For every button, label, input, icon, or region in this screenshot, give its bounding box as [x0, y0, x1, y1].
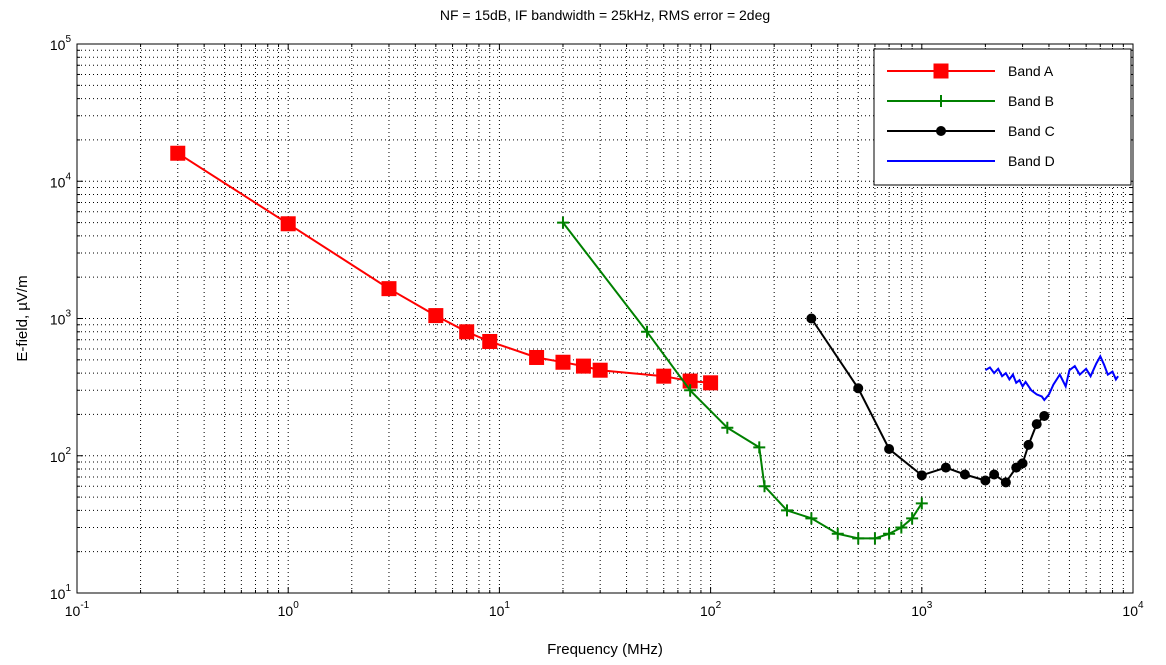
legend-label-band-d: Band D: [1008, 153, 1055, 169]
band-c-point: [916, 470, 927, 481]
band-a-point: [703, 375, 719, 391]
y-axis-label: E-field, µV/m: [14, 275, 31, 361]
legend-marker-band-b: [935, 95, 947, 107]
x-axis-label: Frequency (MHz): [547, 641, 663, 658]
band-c-line: [810, 317, 1046, 484]
band-b-point: [758, 480, 771, 493]
band-c-point: [1023, 439, 1034, 450]
band-a-point: [170, 145, 186, 161]
band-d-line: [984, 354, 1119, 402]
band-c-point: [980, 475, 991, 486]
band-a-point: [428, 308, 444, 324]
band-c-point: [959, 469, 970, 480]
band-c-point: [1039, 410, 1050, 421]
plot-series: [170, 145, 1119, 545]
x-tick-label: 10-1: [65, 600, 90, 619]
y-tick-label: 104: [50, 171, 72, 190]
y-tick-label: 102: [50, 446, 72, 465]
legend-label-band-b: Band B: [1008, 93, 1054, 109]
band-a-point: [555, 354, 571, 370]
band-c-point: [940, 462, 951, 473]
band-c-point: [853, 383, 864, 394]
band-b-point: [883, 527, 896, 540]
y-tick-label: 103: [50, 309, 72, 328]
legend: Band A Band B Band C Band D: [873, 48, 1132, 186]
band-b-line: [562, 221, 923, 540]
band-a-point: [280, 216, 296, 232]
band-b-point: [641, 325, 654, 338]
y-tick-label: 101: [50, 583, 72, 602]
series-band-a: [170, 145, 719, 391]
series-band-b: [556, 216, 928, 545]
axis-ticks: 10-1 100 101 102 103 104 101 102 103 104 105: [50, 34, 1144, 619]
band-b-point: [895, 521, 908, 534]
band-b-point: [915, 497, 928, 510]
x-tick-label: 100: [278, 600, 300, 619]
band-a-point: [529, 349, 545, 365]
x-tick-label: 103: [911, 600, 933, 619]
x-tick-label: 102: [700, 600, 722, 619]
band-c-point: [1000, 477, 1011, 488]
band-a-point: [482, 333, 498, 349]
band-c-point: [989, 469, 1000, 480]
band-b-point: [906, 512, 919, 525]
legend-marker-band-c: [936, 126, 946, 136]
band-b-point: [780, 504, 793, 517]
band-c-point: [1031, 419, 1042, 430]
band-b-point: [721, 421, 734, 434]
x-tick-label: 104: [1122, 600, 1144, 619]
x-tick-label: 101: [489, 600, 511, 619]
band-b-point: [753, 441, 766, 454]
band-b-point: [684, 384, 697, 397]
band-c-point: [884, 443, 895, 454]
band-a-point: [459, 324, 475, 340]
chart-title: NF = 15dB, IF bandwidth = 25kHz, RMS err…: [440, 7, 770, 23]
legend-label-band-a: Band A: [1008, 63, 1054, 79]
band-a-point: [575, 358, 591, 374]
band-a-point: [592, 362, 608, 378]
series-band-c: [806, 313, 1050, 488]
series-band-d: [984, 354, 1119, 402]
band-b-point: [805, 512, 818, 525]
legend-box: [873, 48, 1132, 186]
band-c-point: [1017, 458, 1028, 469]
band-a-point: [381, 281, 397, 297]
band-b-point: [868, 532, 881, 545]
y-tick-label: 105: [50, 34, 72, 53]
legend-marker-band-a: [933, 63, 949, 79]
band-b-point: [831, 527, 844, 540]
band-b-point: [852, 532, 865, 545]
band-c-point: [806, 313, 817, 324]
band-b-point: [556, 216, 569, 229]
band-a-point: [656, 368, 672, 384]
legend-label-band-c: Band C: [1008, 123, 1055, 139]
